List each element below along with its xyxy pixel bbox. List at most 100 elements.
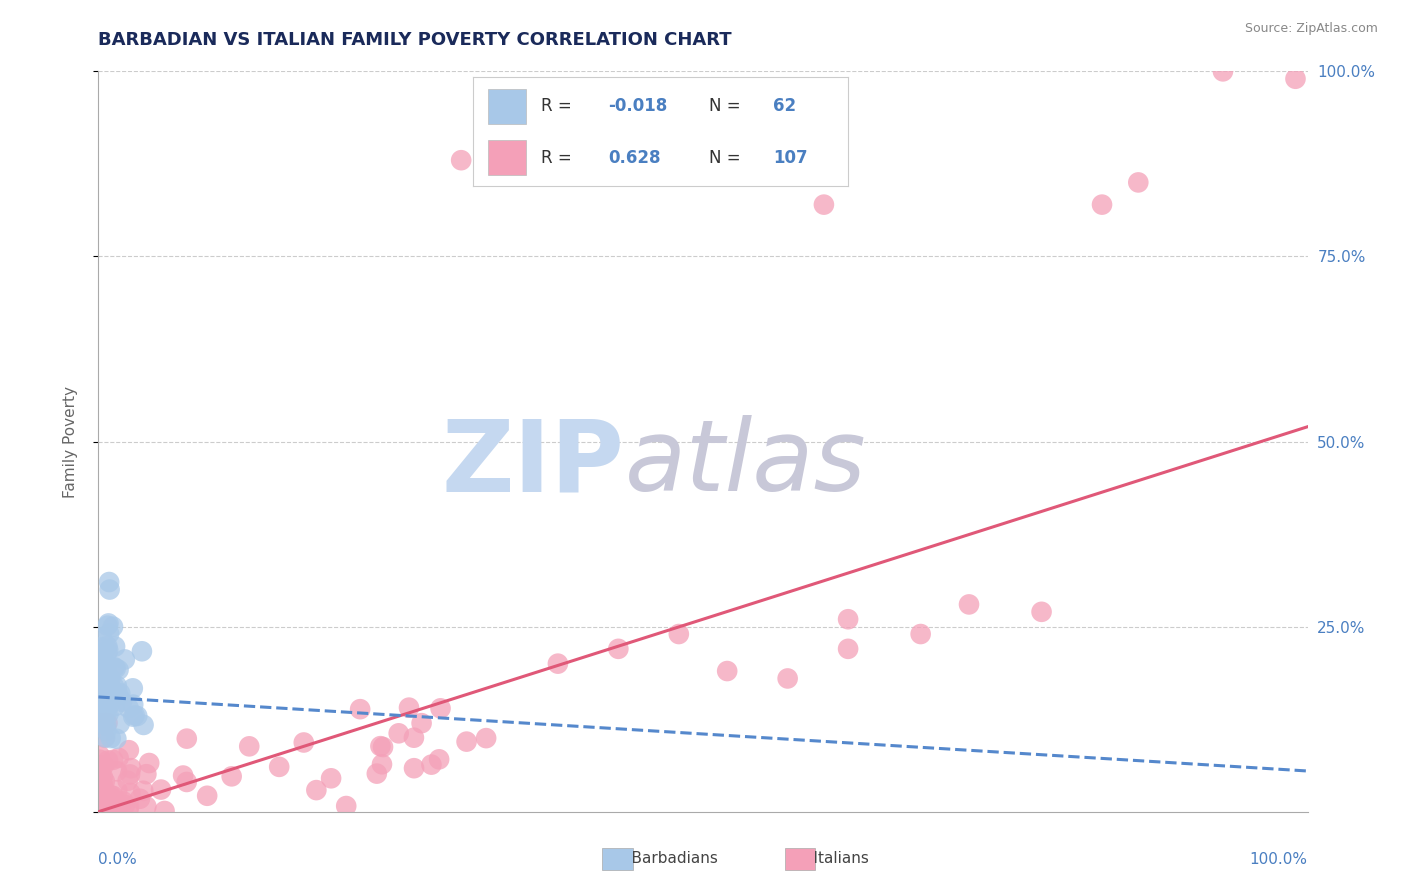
- Point: [97, 616, 120, 631]
- Point: [957, 598, 980, 612]
- Point: [96, 799, 118, 814]
- Point: [91, 704, 114, 718]
- Point: [89, 660, 111, 674]
- Point: [97, 754, 120, 768]
- Text: Source: ZipAtlas.com: Source: ZipAtlas.com: [1244, 22, 1378, 36]
- Point: [93, 758, 115, 772]
- Point: [1212, 64, 1234, 78]
- Point: [176, 775, 198, 789]
- Point: [93, 715, 115, 730]
- Point: [118, 743, 141, 757]
- Point: [89, 681, 111, 695]
- Point: [120, 786, 142, 800]
- Point: [107, 751, 129, 765]
- Point: [813, 197, 835, 211]
- Point: [108, 716, 131, 731]
- Point: [668, 627, 690, 641]
- Point: [91, 652, 114, 666]
- Point: [101, 620, 124, 634]
- Point: [103, 789, 125, 803]
- Point: [89, 770, 111, 784]
- Point: [104, 661, 127, 675]
- Point: [89, 781, 111, 796]
- Point: [104, 640, 127, 654]
- Point: [97, 618, 120, 632]
- Text: BARBADIAN VS ITALIAN FAMILY POVERTY CORRELATION CHART: BARBADIAN VS ITALIAN FAMILY POVERTY CORR…: [98, 31, 733, 49]
- Point: [96, 663, 118, 677]
- Point: [1128, 175, 1150, 190]
- Point: [305, 783, 328, 797]
- Point: [388, 726, 411, 740]
- Point: [107, 688, 129, 702]
- Point: [114, 652, 136, 666]
- Point: [93, 703, 115, 717]
- Point: [371, 757, 394, 772]
- Point: [101, 797, 124, 811]
- Point: [105, 764, 128, 779]
- Point: [195, 789, 218, 803]
- Point: [366, 766, 388, 780]
- Point: [1031, 605, 1053, 619]
- Point: [371, 739, 394, 754]
- Point: [91, 786, 114, 800]
- Point: [221, 769, 243, 783]
- Point: [89, 748, 111, 763]
- Point: [117, 773, 139, 788]
- Text: Italians: Italians: [794, 851, 869, 865]
- Point: [607, 641, 630, 656]
- Point: [398, 700, 420, 714]
- Text: Barbadians: Barbadians: [612, 851, 717, 865]
- Point: [132, 718, 155, 732]
- Point: [120, 767, 142, 781]
- Point: [105, 731, 128, 746]
- Point: [319, 772, 342, 786]
- Text: 100.0%: 100.0%: [1250, 853, 1308, 867]
- Point: [94, 681, 117, 695]
- Point: [349, 702, 371, 716]
- Point: [98, 679, 121, 693]
- Point: [121, 681, 143, 696]
- Point: [108, 686, 131, 700]
- Point: [94, 731, 117, 745]
- Point: [292, 735, 315, 749]
- Point: [131, 644, 153, 658]
- Point: [111, 695, 134, 709]
- Point: [97, 706, 120, 721]
- Point: [90, 689, 112, 703]
- Point: [118, 701, 141, 715]
- Point: [97, 681, 120, 696]
- Point: [411, 716, 433, 731]
- Point: [429, 701, 451, 715]
- Point: [547, 657, 569, 671]
- Point: [94, 665, 117, 680]
- Point: [90, 713, 112, 727]
- Point: [93, 715, 115, 730]
- Point: [1091, 197, 1114, 211]
- Point: [90, 801, 112, 815]
- Point: [93, 684, 115, 698]
- Point: [127, 709, 149, 723]
- Point: [96, 723, 118, 738]
- Point: [96, 639, 118, 653]
- Text: 0.0%: 0.0%: [98, 853, 138, 867]
- Point: [89, 774, 111, 789]
- Point: [96, 704, 118, 718]
- Point: [89, 715, 111, 730]
- Point: [122, 709, 145, 723]
- Point: [402, 731, 425, 745]
- Point: [105, 783, 128, 797]
- Point: [112, 794, 135, 808]
- Point: [100, 731, 122, 745]
- Point: [98, 626, 121, 640]
- Point: [837, 641, 859, 656]
- Point: [335, 799, 357, 814]
- Point: [100, 788, 122, 802]
- Point: [96, 698, 118, 712]
- Point: [101, 791, 124, 805]
- Point: [153, 804, 176, 818]
- Point: [118, 799, 141, 814]
- Point: [420, 757, 443, 772]
- Text: atlas: atlas: [624, 416, 866, 512]
- Point: [101, 801, 124, 815]
- Point: [91, 776, 114, 790]
